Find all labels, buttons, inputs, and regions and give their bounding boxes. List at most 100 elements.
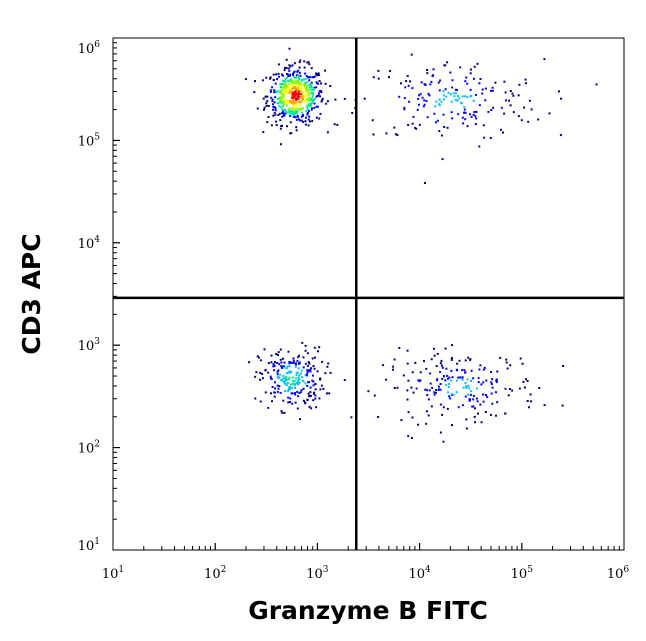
- event-point: [274, 109, 277, 112]
- event-point: [407, 435, 410, 438]
- event-point: [403, 97, 406, 100]
- event-point: [290, 78, 293, 81]
- event-point: [326, 131, 329, 134]
- event-point: [281, 74, 284, 77]
- event-point: [454, 88, 457, 91]
- x-tick-label: 105: [511, 565, 534, 582]
- event-point: [291, 82, 294, 85]
- event-point: [248, 361, 251, 364]
- event-point: [316, 74, 319, 77]
- event-point: [261, 377, 264, 380]
- event-point: [310, 86, 313, 89]
- event-point: [287, 92, 290, 95]
- event-point: [451, 357, 453, 360]
- event-point: [312, 392, 315, 395]
- event-point: [295, 129, 298, 132]
- event-point: [314, 383, 317, 386]
- event-point: [292, 73, 295, 76]
- event-point: [512, 94, 515, 97]
- event-point: [463, 105, 466, 108]
- event-point: [304, 120, 307, 123]
- event-point: [491, 378, 494, 381]
- event-point: [266, 121, 269, 124]
- event-point: [315, 81, 318, 84]
- event-point: [418, 103, 420, 106]
- event-point: [433, 393, 436, 396]
- event-point: [477, 412, 479, 415]
- event-point: [299, 418, 302, 421]
- event-point: [284, 85, 287, 87]
- event-point: [286, 85, 289, 88]
- event-point: [283, 365, 286, 368]
- event-point: [412, 391, 415, 394]
- event-point: [289, 132, 292, 135]
- event-point: [304, 72, 307, 75]
- event-point: [472, 377, 475, 380]
- event-point: [308, 86, 311, 89]
- event-point: [444, 379, 447, 382]
- event-point: [307, 381, 310, 384]
- event-point: [267, 371, 270, 374]
- event-point: [295, 101, 298, 104]
- event-point: [483, 366, 486, 369]
- event-point: [522, 380, 525, 383]
- event-point: [465, 76, 468, 79]
- event-point: [469, 390, 472, 393]
- event-point: [284, 112, 287, 115]
- event-point: [293, 109, 296, 112]
- event-point: [324, 69, 326, 72]
- event-point: [311, 357, 314, 360]
- event-point: [292, 97, 295, 100]
- event-point: [442, 94, 445, 97]
- event-point: [276, 354, 279, 356]
- event-point: [256, 107, 259, 110]
- event-point: [420, 81, 423, 84]
- event-point: [476, 62, 479, 65]
- event-point: [319, 388, 322, 391]
- event-point: [275, 124, 278, 126]
- event-point: [289, 121, 292, 124]
- event-point: [448, 395, 451, 398]
- event-point: [299, 84, 302, 87]
- event-point: [459, 66, 462, 69]
- event-point: [406, 74, 409, 77]
- event-point: [280, 106, 283, 109]
- event-point: [495, 414, 497, 417]
- event-point: [310, 102, 313, 104]
- event-point: [273, 111, 276, 114]
- event-point: [417, 97, 420, 100]
- event-point: [446, 377, 449, 380]
- event-point: [419, 371, 422, 374]
- event-point: [282, 112, 285, 115]
- event-point: [595, 83, 598, 86]
- event-point: [503, 112, 506, 115]
- event-point: [300, 100, 303, 103]
- event-point: [489, 414, 492, 416]
- event-point: [259, 371, 262, 374]
- event-point: [480, 421, 483, 424]
- event-point: [476, 387, 479, 390]
- event-point: [559, 134, 562, 137]
- event-point: [298, 354, 300, 357]
- event-point: [279, 90, 282, 93]
- event-point: [313, 106, 316, 109]
- event-point: [289, 89, 292, 92]
- event-point: [278, 97, 281, 100]
- event-point: [296, 79, 299, 82]
- event-point: [472, 99, 475, 102]
- event-point: [298, 95, 301, 98]
- event-point: [496, 370, 499, 373]
- event-point: [284, 383, 287, 385]
- event-point: [433, 354, 436, 357]
- event-point: [428, 94, 431, 97]
- event-point: [259, 359, 262, 362]
- event-point: [294, 116, 297, 119]
- event-point: [478, 145, 481, 148]
- event-point: [444, 88, 447, 91]
- event-point: [300, 111, 303, 114]
- event-point: [315, 72, 317, 75]
- event-point: [272, 108, 275, 111]
- event-point: [457, 113, 460, 116]
- event-point: [560, 97, 563, 100]
- event-point: [263, 106, 266, 109]
